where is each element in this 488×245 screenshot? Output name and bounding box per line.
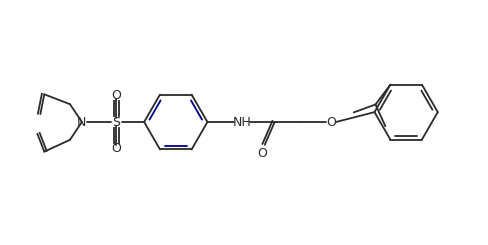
Text: O: O [111,142,121,155]
Text: NH: NH [232,115,251,129]
Text: N: N [77,115,86,129]
Text: O: O [111,89,121,102]
Text: O: O [256,147,266,160]
Text: S: S [112,115,120,129]
Text: O: O [325,115,335,129]
